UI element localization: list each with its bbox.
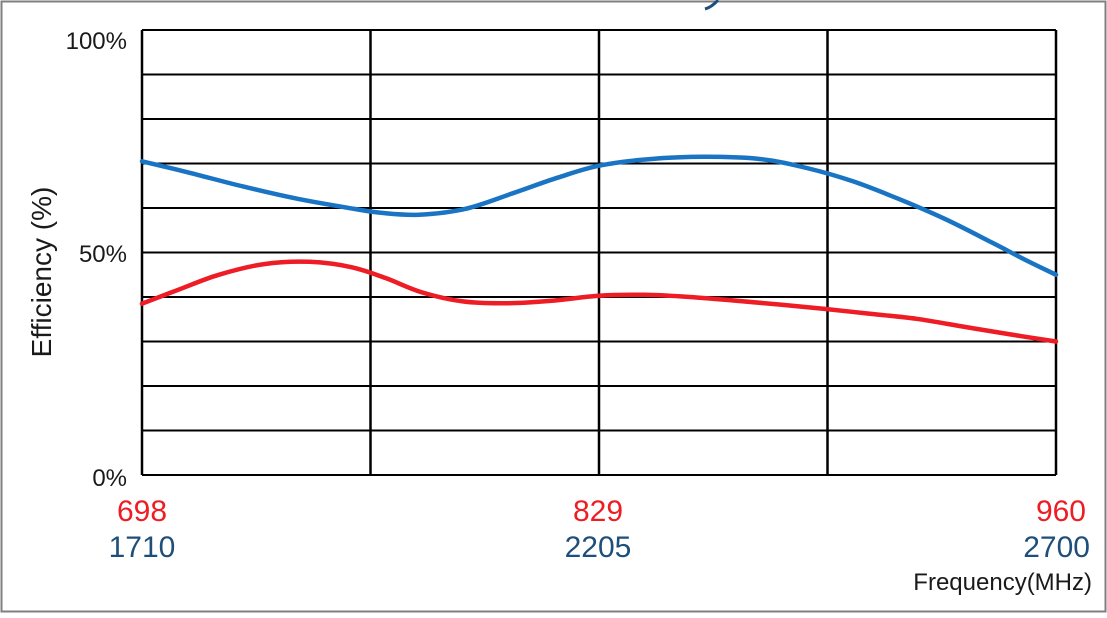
x-tick-low-960: 960 xyxy=(1036,495,1086,528)
x-tick-high-1710: 1710 xyxy=(109,531,176,564)
series-layer xyxy=(139,154,1059,344)
grid xyxy=(140,29,1058,476)
x-tick-high-2205: 2205 xyxy=(565,531,632,564)
y-tick-0: 0% xyxy=(92,465,127,492)
y-tick-100: 100% xyxy=(66,28,127,55)
series-line-high-band xyxy=(139,154,1059,278)
title-fragment xyxy=(704,0,720,11)
x-tick-high-2700: 2700 xyxy=(1023,531,1090,564)
y-tick-50: 50% xyxy=(79,241,127,268)
x-tick-low-698: 698 xyxy=(117,495,167,528)
x-axis-label: Frequency(MHz) xyxy=(913,569,1092,596)
series-line-low-band xyxy=(139,259,1059,344)
y-axis-label: Efficiency (%) xyxy=(26,187,57,358)
x-tick-low-829: 829 xyxy=(573,495,623,528)
